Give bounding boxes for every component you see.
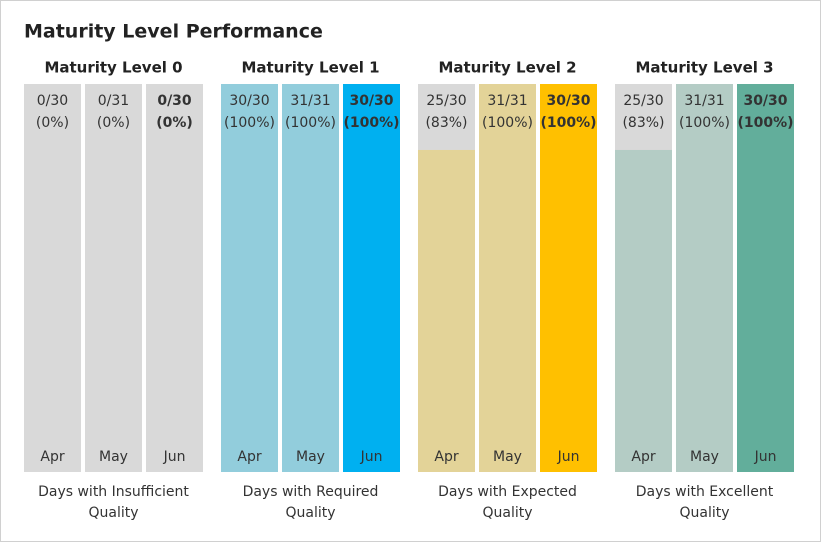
ratio-label: 0/31: [98, 93, 129, 109]
ratio-label: 31/31: [487, 93, 527, 109]
value-label: (0%): [36, 115, 69, 131]
x-tick-label: Jun: [754, 449, 777, 465]
group-title: Maturity Level 2: [438, 59, 576, 77]
group-title: Maturity Level 0: [44, 59, 182, 77]
x-tick-label: Jun: [557, 449, 580, 465]
bar: [343, 84, 400, 472]
group-caption: Days with Expected: [438, 484, 577, 500]
ratio-label: 30/30: [349, 93, 393, 109]
bar: [737, 84, 794, 472]
ratio-label: 0/30: [157, 93, 192, 109]
ratio-label: 25/30: [623, 93, 663, 109]
bar: [676, 84, 733, 472]
bar: [479, 84, 536, 472]
x-tick-label: Apr: [237, 449, 261, 465]
group-caption: Quality: [285, 505, 335, 521]
chart-title: Maturity Level Performance: [24, 21, 323, 43]
x-tick-label: May: [690, 449, 719, 465]
bar-background: [146, 84, 203, 472]
group-caption: Quality: [679, 505, 729, 521]
bar: [615, 149, 672, 472]
value-label: (100%): [679, 115, 730, 131]
x-tick-label: May: [99, 449, 128, 465]
value-label: (100%): [343, 115, 399, 131]
bar: [418, 149, 475, 472]
x-tick-label: Jun: [163, 449, 186, 465]
ratio-label: 31/31: [684, 93, 724, 109]
value-label: (0%): [156, 115, 193, 131]
value-label: (83%): [425, 115, 467, 131]
x-tick-label: Apr: [631, 449, 655, 465]
group-caption: Quality: [482, 505, 532, 521]
ratio-label: 30/30: [229, 93, 269, 109]
x-tick-label: May: [296, 449, 325, 465]
bar: [221, 84, 278, 472]
group-caption: Quality: [88, 505, 138, 521]
ratio-label: 31/31: [290, 93, 330, 109]
group-title: Maturity Level 3: [635, 59, 773, 77]
x-tick-label: Jun: [360, 449, 383, 465]
group-caption: Days with Insufficient: [38, 484, 189, 500]
x-tick-label: Apr: [434, 449, 458, 465]
value-label: (100%): [224, 115, 275, 131]
group-caption: Days with Excellent: [636, 484, 774, 500]
group-title: Maturity Level 1: [241, 59, 379, 77]
bar-background: [85, 84, 142, 472]
ratio-label: 25/30: [426, 93, 466, 109]
value-label: (0%): [97, 115, 130, 131]
x-tick-label: May: [493, 449, 522, 465]
value-label: (100%): [737, 115, 793, 131]
ratio-label: 30/30: [546, 93, 590, 109]
bar: [540, 84, 597, 472]
ratio-label: 0/30: [37, 93, 68, 109]
bar: [282, 84, 339, 472]
ratio-label: 30/30: [743, 93, 787, 109]
value-label: (100%): [285, 115, 336, 131]
bar-background: [24, 84, 81, 472]
group-caption: Days with Required: [243, 484, 379, 500]
value-label: (100%): [540, 115, 596, 131]
value-label: (100%): [482, 115, 533, 131]
x-tick-label: Apr: [40, 449, 64, 465]
value-label: (83%): [622, 115, 664, 131]
